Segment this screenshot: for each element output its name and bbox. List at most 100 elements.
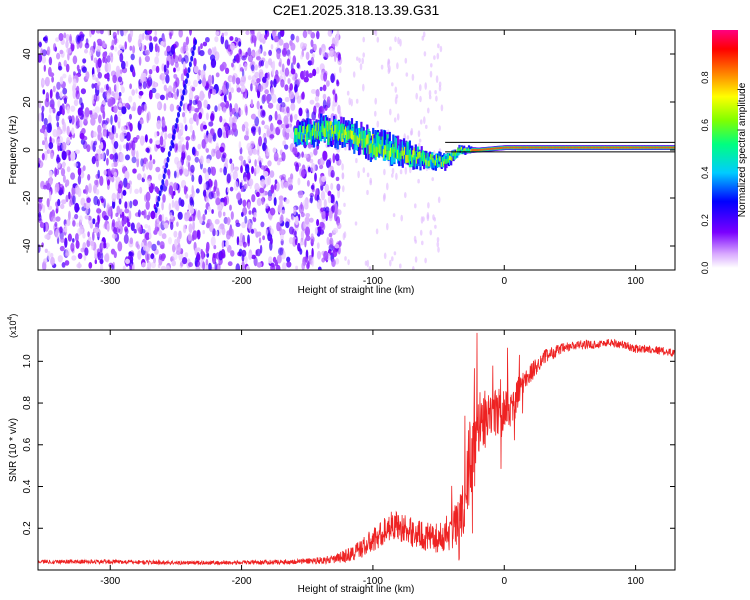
snr-x-tick-label: -300 <box>100 576 120 587</box>
noise-speck <box>190 106 195 112</box>
noise-speck <box>241 124 246 132</box>
signal-track-cell <box>305 126 309 134</box>
signal-track-cell <box>342 126 345 135</box>
spectrogram-x-tick-label: -300 <box>100 276 120 287</box>
signal-track-cell <box>407 142 410 156</box>
faint-speck <box>409 166 412 174</box>
noise-speck <box>77 252 83 260</box>
signal-track-cell <box>610 146 614 149</box>
signal-track-cell <box>387 146 390 156</box>
noise-speck <box>214 36 219 43</box>
noise-speck <box>102 242 107 249</box>
signal-track-cell <box>313 127 316 148</box>
faint-speck <box>415 92 419 100</box>
faint-speck <box>374 97 378 105</box>
noise-speck <box>156 187 160 194</box>
noise-speck <box>96 38 102 44</box>
signal-track-cell <box>391 147 394 157</box>
signal-track-cell <box>329 121 332 130</box>
noise-speck <box>66 125 70 136</box>
noise-speck <box>76 222 79 227</box>
noise-speck <box>116 205 121 215</box>
signal-track-cell <box>486 148 489 151</box>
noise-speck <box>200 43 203 50</box>
signal-track-cell <box>472 148 475 152</box>
faint-speck <box>369 180 373 186</box>
noise-speck <box>245 51 248 58</box>
noise-speck <box>286 256 291 263</box>
noise-speck <box>231 128 235 136</box>
noise-speck <box>154 131 158 138</box>
noise-speck <box>195 188 200 194</box>
noise-speck <box>139 43 145 52</box>
signal-track-cell <box>605 146 608 149</box>
noise-speck <box>82 232 86 239</box>
signal-track-cell <box>589 146 592 149</box>
faint-speck <box>395 172 398 180</box>
noise-speck <box>124 41 127 50</box>
noise-speck <box>130 53 135 61</box>
streak-segment <box>173 128 177 135</box>
signal-track-cell <box>381 136 384 146</box>
signal-track-cell <box>419 151 422 158</box>
noise-speck <box>128 95 133 103</box>
noise-speck <box>214 179 218 190</box>
noise-speck <box>169 212 173 218</box>
signal-track-cell <box>374 130 377 154</box>
signal-track-cell <box>375 146 378 156</box>
noise-speck <box>158 173 163 181</box>
signal-track-cell <box>426 158 429 169</box>
signal-track-cell <box>603 146 606 149</box>
noise-speck <box>221 32 224 37</box>
noise-speck <box>273 35 280 43</box>
noise-speck <box>68 191 71 200</box>
noise-speck <box>49 89 53 100</box>
signal-track-cell <box>348 130 351 140</box>
noise-speck <box>161 119 166 128</box>
noise-speck <box>105 83 109 91</box>
noise-speck <box>38 203 42 213</box>
signal-track-cell <box>296 128 299 136</box>
noise-speck <box>144 232 151 241</box>
signal-track-cell <box>352 130 355 140</box>
noise-speck <box>74 149 80 155</box>
noise-speck <box>122 189 127 196</box>
noise-speck <box>132 199 138 207</box>
noise-speck <box>115 180 119 191</box>
signal-track-cell <box>395 138 398 154</box>
signal-track-cell <box>375 134 378 152</box>
noise-speck <box>254 159 257 167</box>
noise-speck <box>163 222 169 229</box>
noise-speck <box>146 80 151 89</box>
signal-track-cell <box>498 147 501 150</box>
noise-speck <box>331 204 335 213</box>
noise-speck <box>184 46 189 52</box>
noise-speck <box>236 192 241 200</box>
noise-speck <box>250 30 253 36</box>
streak-segment <box>175 117 179 124</box>
streak-segment <box>188 61 192 68</box>
signal-track-cell <box>294 130 297 143</box>
noise-speck <box>194 95 200 101</box>
noise-speck <box>225 100 230 109</box>
noise-speck <box>112 125 117 135</box>
noise-speck <box>97 215 100 225</box>
noise-speck <box>261 178 265 188</box>
noise-speck <box>295 265 298 270</box>
noise-speck <box>140 158 144 167</box>
noise-speck <box>88 262 93 269</box>
noise-speck <box>176 221 179 227</box>
faint-speck <box>375 228 379 235</box>
noise-speck <box>146 253 149 264</box>
signal-track-cell <box>527 146 530 149</box>
noise-speck <box>211 209 214 214</box>
noise-speck <box>154 220 158 230</box>
faint-speck <box>399 38 402 47</box>
noise-speck <box>269 170 275 178</box>
noise-speck <box>38 53 43 63</box>
signal-track-cell <box>672 146 675 149</box>
noise-speck <box>126 221 131 228</box>
faint-speck <box>429 70 433 78</box>
noise-speck <box>184 252 189 258</box>
